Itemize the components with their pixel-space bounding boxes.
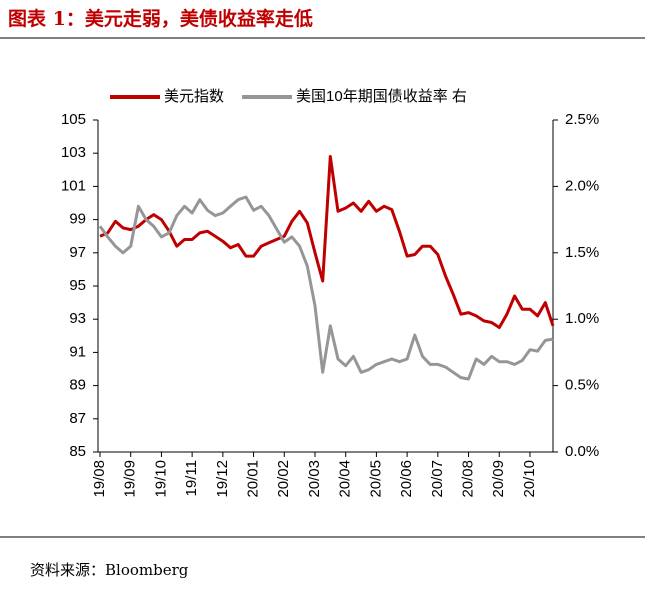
y-tick-label: 93 <box>69 310 86 327</box>
y-tick-label: 97 <box>69 244 86 261</box>
x-tick-label: 19/10 <box>152 460 169 498</box>
chart-title: 图表 1：美元走弱，美债收益率走低 <box>8 7 313 30</box>
y2-tick-label: 0.0% <box>565 443 599 460</box>
y-tick-label: 89 <box>69 377 86 394</box>
y2-tick-label: 2.0% <box>565 177 599 194</box>
legend-label: 美国10年期国债收益率 右 <box>296 88 467 105</box>
series-line <box>98 195 554 381</box>
y2-tick-label: 0.5% <box>565 377 599 394</box>
x-tick-label: 20/02 <box>275 460 292 498</box>
x-tick-label: 20/08 <box>460 460 477 498</box>
x-tick-label: 20/07 <box>429 460 446 498</box>
x-tick-label: 20/06 <box>398 460 415 498</box>
x-tick-label: 19/08 <box>91 460 108 498</box>
x-tick-label: 20/01 <box>245 460 262 498</box>
x-tick-label: 19/12 <box>214 460 231 498</box>
x-tick-label: 20/05 <box>367 460 384 498</box>
y-tick-label: 103 <box>61 144 86 161</box>
y-tick-label: 87 <box>69 410 86 427</box>
y2-tick-label: 1.5% <box>565 244 599 261</box>
y-tick-label: 101 <box>61 177 86 194</box>
series-line <box>99 155 555 329</box>
x-tick-label: 20/04 <box>337 460 354 498</box>
y-tick-label: 95 <box>69 277 86 294</box>
x-tick-label: 19/11 <box>183 460 200 496</box>
legend-label: 美元指数 <box>164 88 224 105</box>
y-tick-label: 105 <box>61 111 86 128</box>
x-tick-label: 20/10 <box>521 460 538 498</box>
source: 资料来源：Bloomberg <box>30 561 189 579</box>
x-tick-label: 20/03 <box>306 460 323 498</box>
y2-tick-label: 2.5% <box>565 111 599 128</box>
y2-tick-label: 1.0% <box>565 310 599 327</box>
x-tick-label: 20/09 <box>490 460 507 498</box>
y-tick-label: 85 <box>69 443 86 460</box>
y-tick-label: 99 <box>69 211 86 228</box>
y-tick-label: 91 <box>69 343 86 360</box>
x-tick-label: 19/09 <box>122 460 139 498</box>
